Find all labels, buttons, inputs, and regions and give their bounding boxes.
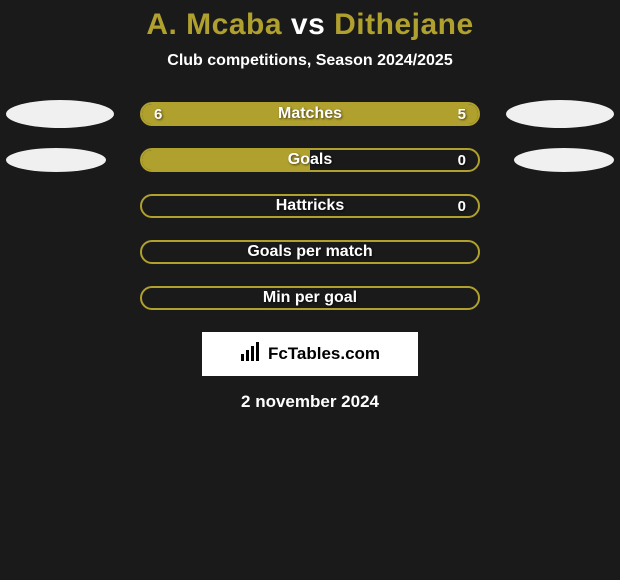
stat-value-right: 0 [458,196,466,216]
stat-rows: 65Matches0Goals0HattricksGoals per match… [0,102,620,310]
logo-plate: FcTables.com [202,332,418,376]
stat-bar-track: Min per goal [140,286,480,310]
page-title: A. Mcaba vs Dithejane [0,0,620,42]
stat-label: Min per goal [142,288,478,308]
player-b-marker [514,148,614,172]
subtitle: Club competitions, Season 2024/2025 [0,52,620,70]
stat-bar-track: 65Matches [140,102,480,126]
stat-row: 0Hattricks [0,194,620,218]
stat-row: Min per goal [0,286,620,310]
stat-bar-fill-left [142,150,310,170]
stat-bar-track: 0Hattricks [140,194,480,218]
stat-bar-track: Goals per match [140,240,480,264]
date-label: 2 november 2024 [0,392,620,412]
logo-text: FcTables.com [268,344,380,364]
stat-value-right: 0 [458,150,466,170]
stat-label: Goals per match [142,242,478,262]
comparison-infographic: A. Mcaba vs Dithejane Club competitions,… [0,0,620,580]
stat-label: Hattricks [142,196,478,216]
stat-bar-fill-right [327,104,478,124]
player-a-marker [6,148,106,172]
stat-row: Goals per match [0,240,620,264]
vs-separator: vs [282,8,334,41]
stat-row: 65Matches [0,102,620,126]
player-b-marker [506,100,614,128]
chart-bars-icon [240,342,262,367]
player-a-name: A. Mcaba [146,8,282,41]
player-b-name: Dithejane [334,8,474,41]
stat-row: 0Goals [0,148,620,172]
stat-bar-fill-left [142,104,327,124]
player-a-marker [6,100,114,128]
stat-bar-track: 0Goals [140,148,480,172]
